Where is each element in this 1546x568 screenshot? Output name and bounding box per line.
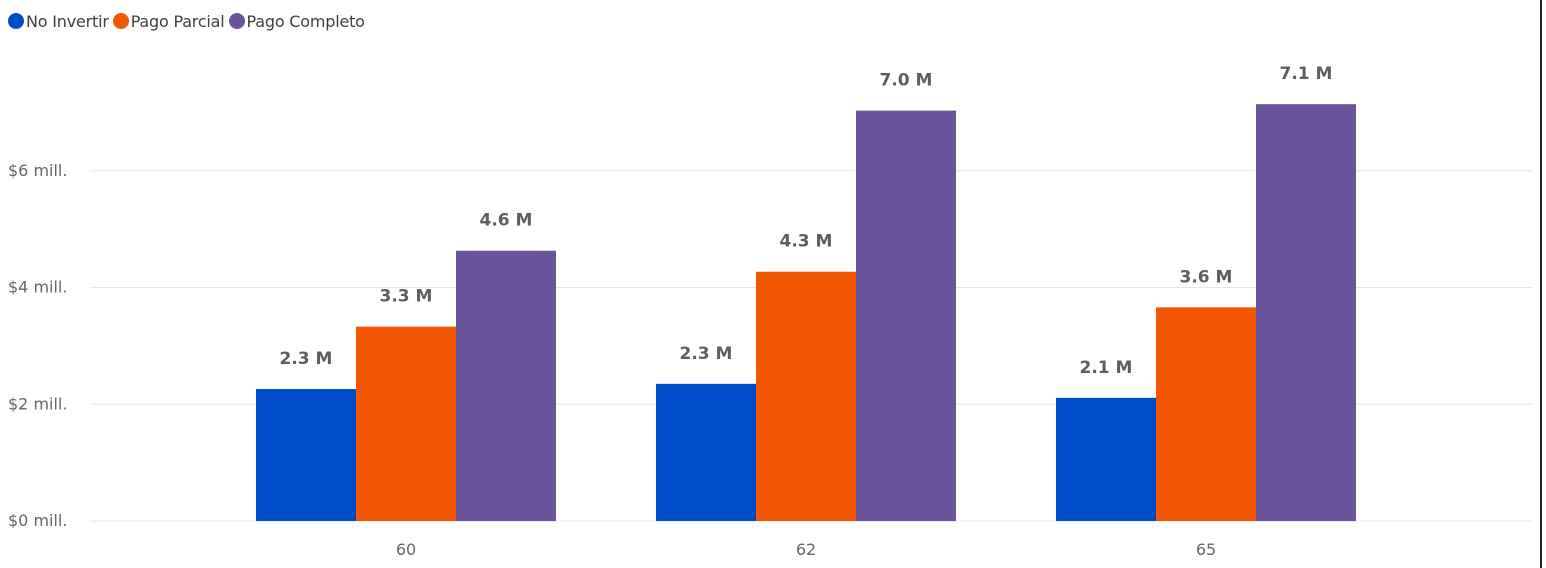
x-tick-label-1: 62: [796, 540, 816, 559]
data-label-0-1: 2.3 M: [680, 344, 733, 364]
right-border: [1540, 0, 1542, 568]
y-tick-label-2: $4 mill.: [8, 278, 67, 297]
y-tick-label-0: $0 mill.: [8, 511, 67, 530]
x-tick-label-2: 65: [1196, 540, 1216, 559]
bar-0-2[interactable]: [1056, 398, 1156, 521]
x-tick-label-0: 60: [396, 540, 416, 559]
bar-2-2[interactable]: [1256, 104, 1356, 521]
bar-0-0[interactable]: [256, 389, 356, 521]
data-label-2-1: 7.0 M: [880, 71, 933, 91]
data-label-1-0: 3.3 M: [380, 287, 433, 307]
bar-0-1[interactable]: [656, 384, 756, 521]
bar-2-0[interactable]: [456, 251, 556, 521]
bar-1-2[interactable]: [1156, 307, 1256, 521]
data-label-2-0: 4.6 M: [480, 211, 533, 231]
bar-2-1[interactable]: [856, 111, 956, 521]
y-tick-label-1: $2 mill.: [8, 394, 67, 413]
data-label-1-1: 4.3 M: [780, 232, 833, 252]
data-label-0-0: 2.3 M: [280, 349, 333, 369]
data-label-1-2: 3.6 M: [1180, 267, 1233, 287]
data-label-2-2: 7.1 M: [1280, 64, 1333, 84]
bar-1-1[interactable]: [756, 272, 856, 521]
y-tick-label-3: $6 mill.: [8, 161, 67, 180]
data-label-0-2: 2.1 M: [1080, 358, 1133, 378]
bar-1-0[interactable]: [356, 327, 456, 521]
